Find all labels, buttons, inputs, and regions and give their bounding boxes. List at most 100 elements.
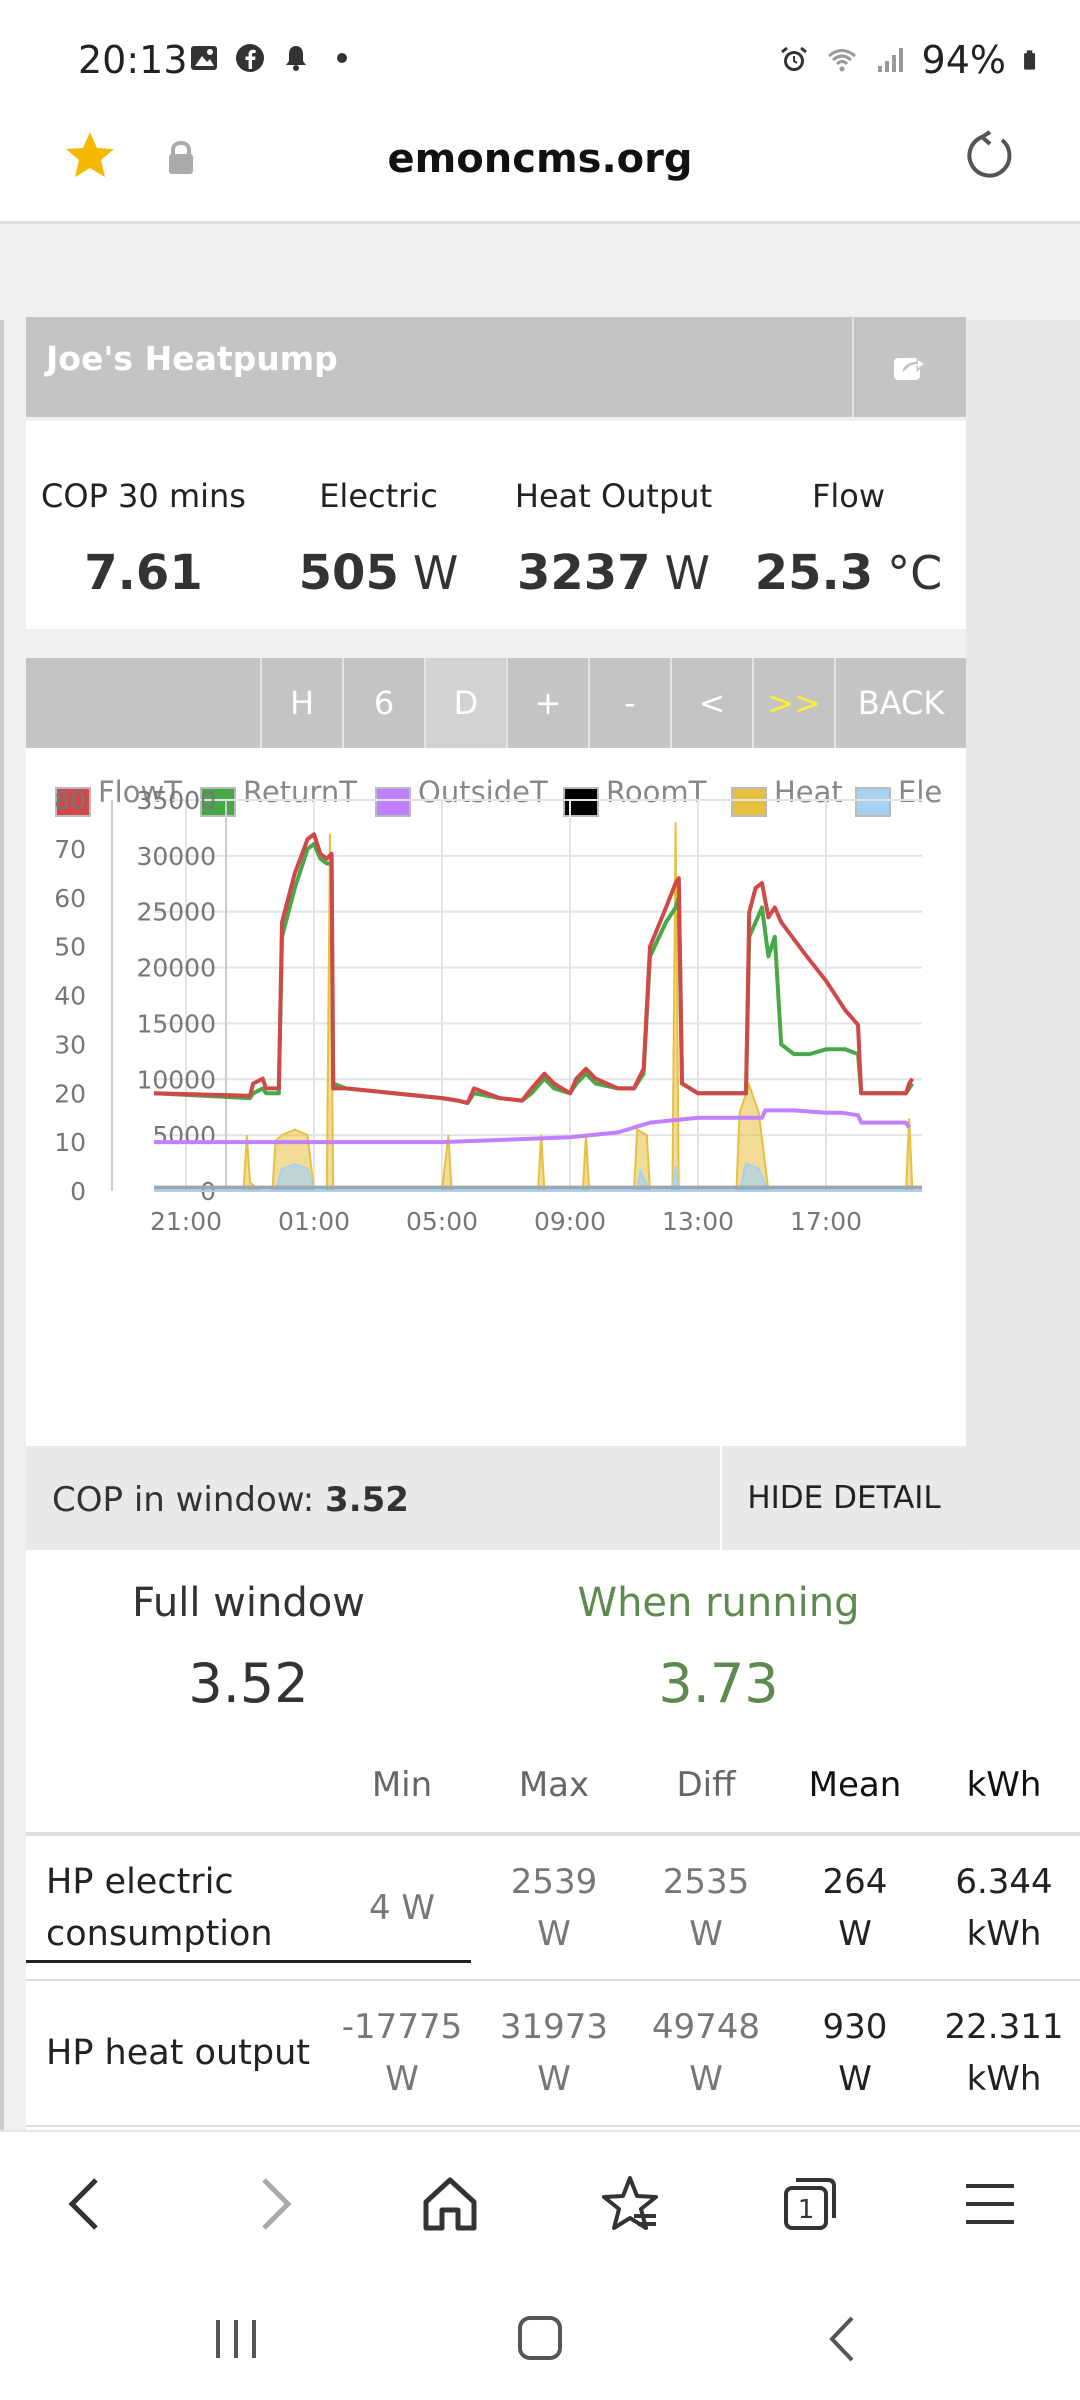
address-bar[interactable]: emoncms.org: [387, 136, 693, 182]
cop-window-row: COP in window: 3.52 HIDE DETAIL: [26, 1446, 966, 1550]
x-tick: 05:00: [406, 1207, 478, 1236]
series-ele: [154, 1161, 922, 1192]
col-min: Min: [326, 1738, 478, 1836]
x-tick: 01:00: [278, 1207, 350, 1236]
legend-label: Heat: [774, 775, 843, 809]
legend-label: RoomT: [606, 775, 707, 809]
cell-min: -17775 W: [326, 1980, 478, 2127]
y-left-tick: 0: [70, 1177, 86, 1206]
x-tick: 17:00: [790, 1207, 862, 1236]
back-button[interactable]: BACK: [834, 658, 966, 748]
zoom-out-button[interactable]: -: [588, 658, 670, 748]
forward-arrow-icon[interactable]: [240, 2172, 304, 2236]
legend-swatch: [855, 787, 891, 817]
home-icon[interactable]: [418, 2172, 482, 2236]
y-left-tick: 20: [54, 1079, 86, 1108]
y-right-tick: 20000: [136, 954, 216, 983]
y-left-tick: 10: [54, 1128, 86, 1157]
system-back-icon[interactable]: [816, 2314, 872, 2364]
signal-icon: [877, 48, 903, 72]
tabs-icon[interactable]: 1: [778, 2172, 842, 2236]
y-right-tick: 30000: [136, 842, 216, 871]
cell-diff: 2535 W: [630, 1834, 782, 1981]
dot-icon: [337, 53, 347, 63]
cell-diff: 49748 W: [630, 1980, 782, 2127]
share-icon: [894, 355, 927, 380]
pan-right-button[interactable]: >>: [752, 658, 834, 748]
y-right-tick: 15000: [136, 1009, 216, 1038]
browser-toolbar: emoncms.org: [0, 120, 1080, 224]
back-arrow-icon[interactable]: [56, 2172, 120, 2236]
view-hour-button[interactable]: H: [260, 658, 342, 748]
legend-swatch: [200, 787, 236, 817]
system-nav-bar: [0, 2270, 1080, 2400]
when-running-tab[interactable]: When running 3.73: [496, 1550, 941, 1715]
bell-icon: [286, 46, 306, 71]
battery-icon: [1024, 50, 1036, 70]
hide-detail-button[interactable]: HIDE DETAIL: [720, 1446, 966, 1550]
stat-cop: COP 30 mins 7.61: [41, 477, 246, 601]
when-running-label: When running: [577, 1580, 860, 1626]
col-kwh: kWh: [928, 1738, 1080, 1836]
cell-max: 31973 W: [478, 1980, 630, 2127]
cell-kwh: 22.311 kWh: [928, 1980, 1080, 2127]
cop-window-value: 3.52: [325, 1480, 409, 1520]
home-button-icon[interactable]: [512, 2314, 568, 2364]
y-left-tick: 40: [54, 982, 86, 1011]
app-title: Joe's Heatpump: [46, 339, 338, 378]
zoom-in-button[interactable]: +: [506, 658, 588, 748]
cell-max: 2539 W: [478, 1834, 630, 1981]
menu-icon[interactable]: [958, 2172, 1022, 2236]
x-tick: 13:00: [662, 1207, 734, 1236]
svg-text:1: 1: [798, 2195, 815, 2225]
history-chart[interactable]: FlowTReturnTOutsideTRoomTHeatEle05000100…: [26, 748, 966, 1446]
full-window-label: Full window: [132, 1580, 365, 1626]
clock: 20:13: [78, 38, 188, 82]
col-mean: Mean: [782, 1738, 928, 1836]
series-flowt: [153, 832, 915, 1105]
legend-label: OutsideT: [418, 775, 548, 809]
y-right-tick: 5000: [152, 1121, 216, 1150]
view-day-button[interactable]: D: [424, 658, 506, 748]
legend-label: ReturnT: [243, 775, 357, 809]
bookmarks-icon[interactable]: [598, 2172, 662, 2236]
y-left-tick: 80: [54, 786, 86, 815]
cell-mean: 264 W: [782, 1834, 928, 1981]
row-label: HP electric consumption: [26, 1834, 326, 1981]
y-left-tick: 60: [54, 884, 86, 913]
col-max: Max: [478, 1738, 630, 1836]
table-header-row: Min Max Diff Mean kWh: [26, 1738, 1080, 1836]
bookmark-star-icon[interactable]: [62, 128, 118, 184]
legend-swatch: [55, 787, 91, 817]
reload-icon[interactable]: [962, 128, 1018, 184]
facebook-icon: [236, 44, 264, 72]
live-stats: COP 30 mins 7.61 Electric 505 W Heat Outp…: [26, 421, 966, 629]
view-6-button[interactable]: 6: [342, 658, 424, 748]
history-chart-panel: FlowTReturnTOutsideTRoomTHeatEle05000100…: [26, 748, 966, 1446]
recent-apps-icon[interactable]: [208, 2314, 264, 2364]
stats-table: Min Max Diff Mean kWh HP electric consum…: [26, 1738, 1080, 2127]
y-left-tick: 70: [54, 835, 86, 864]
table-row: HP electric consumption 4 W 2539 W 2535 W …: [26, 1834, 1080, 1981]
y-right-tick: 35000: [136, 786, 216, 815]
status-bar: 20:13 94%: [0, 0, 1080, 120]
pan-left-button[interactable]: <: [670, 658, 752, 748]
image-icon: [191, 46, 217, 70]
y-right-tick: 10000: [136, 1065, 216, 1094]
share-button[interactable]: [852, 317, 966, 417]
web-content: Joe's Heatpump COP 30 mins 7.61 Electric…: [0, 224, 1080, 2130]
alarm-icon: [780, 46, 807, 71]
legend-label: Ele: [898, 775, 942, 809]
wifi-icon: [827, 49, 856, 72]
lock-icon[interactable]: [166, 140, 196, 176]
full-window-value: 3.52: [188, 1652, 309, 1715]
x-tick: 09:00: [534, 1207, 606, 1236]
cell-min: 4 W: [326, 1834, 478, 1981]
series-returnt: [153, 842, 915, 1105]
row-label: HP heat output: [26, 1980, 326, 2127]
app-title-bar: Joe's Heatpump: [26, 317, 966, 417]
table-row: HP heat output -17775 W 31973 W 49748 W 930…: [26, 1980, 1080, 2127]
browser-bottom-nav: 1: [0, 2130, 1080, 2270]
battery-percent: 94%: [921, 38, 1006, 82]
full-window-tab[interactable]: Full window 3.52: [26, 1550, 471, 1715]
